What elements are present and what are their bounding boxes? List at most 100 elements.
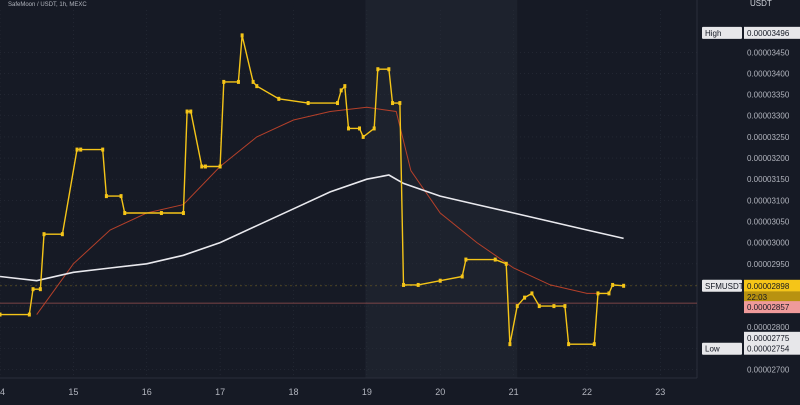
symbol-tag: SFMUSDT bbox=[705, 282, 744, 291]
level-2775-value-bg bbox=[744, 331, 800, 344]
price-point bbox=[123, 211, 127, 216]
price-point bbox=[508, 342, 512, 347]
price-point bbox=[0, 312, 2, 317]
quote-currency: USDT bbox=[750, 0, 772, 8]
moving-average-layer bbox=[0, 106, 624, 315]
y-tick-label: 0.00003200 bbox=[747, 154, 790, 163]
price-point bbox=[203, 164, 207, 169]
y-tick-label: 0.00003350 bbox=[747, 91, 790, 100]
x-tick-label: 23 bbox=[655, 387, 665, 397]
price-point bbox=[596, 291, 600, 296]
price-point bbox=[101, 147, 105, 152]
price-point bbox=[42, 232, 46, 237]
price-point bbox=[339, 88, 343, 93]
price-point bbox=[361, 134, 365, 139]
price-point bbox=[387, 67, 391, 72]
price-point bbox=[31, 287, 35, 292]
reference-price-value: 0.00002857 bbox=[747, 303, 790, 312]
x-tick-label: 19 bbox=[362, 387, 372, 397]
price-point bbox=[464, 257, 468, 262]
price-point bbox=[402, 282, 406, 287]
last-price-value-bg bbox=[744, 279, 800, 292]
high-label-bg bbox=[702, 26, 742, 39]
price-point bbox=[104, 194, 108, 199]
x-tick-label: 20 bbox=[435, 387, 445, 397]
price-point bbox=[416, 282, 420, 287]
y-tick-label: 0.00003050 bbox=[747, 217, 790, 226]
price-point bbox=[515, 304, 519, 309]
price-point bbox=[391, 101, 395, 106]
price-point bbox=[119, 194, 123, 199]
symbol-header: SafeMoon / USDT, 1h, MEXC bbox=[8, 2, 87, 8]
price-point bbox=[398, 101, 402, 106]
session-highlight bbox=[365, 0, 518, 378]
price-point bbox=[159, 211, 163, 216]
price-point bbox=[185, 109, 189, 114]
x-tick-label: 17 bbox=[215, 387, 225, 397]
price-point bbox=[27, 312, 31, 317]
low-label: Low bbox=[705, 345, 720, 354]
price-point bbox=[343, 84, 347, 89]
y-tick-label: 0.00003450 bbox=[747, 48, 790, 57]
price-point bbox=[438, 278, 442, 283]
moving-average-slow-line bbox=[0, 174, 624, 282]
y-tick-label: 0.00003300 bbox=[747, 112, 790, 121]
x-tick-label: 18 bbox=[288, 387, 298, 397]
grid-layer bbox=[0, 10, 697, 378]
price-point bbox=[460, 274, 464, 279]
price-point bbox=[592, 342, 596, 347]
price-point bbox=[611, 282, 615, 287]
price-point bbox=[236, 79, 240, 84]
price-point bbox=[189, 109, 193, 114]
price-point bbox=[222, 79, 226, 84]
y-tick-label: 0.00003100 bbox=[747, 196, 790, 205]
price-point bbox=[493, 257, 497, 262]
high-label: High bbox=[705, 29, 721, 38]
price-series-layer bbox=[0, 33, 626, 347]
price-point bbox=[622, 283, 626, 288]
price-point bbox=[552, 304, 556, 309]
reference-price-value-bg bbox=[744, 301, 800, 314]
price-point bbox=[251, 79, 255, 84]
x-axis: 14 15 16 17 18 19 20 21 22 23 bbox=[0, 387, 665, 397]
price-point bbox=[372, 126, 376, 131]
symbol-tag-bg bbox=[702, 279, 742, 292]
level-2775-value: 0.00002775 bbox=[747, 334, 790, 343]
x-tick-label: 15 bbox=[68, 387, 78, 397]
y-tick-label: 0.00003150 bbox=[747, 175, 790, 184]
price-point bbox=[504, 261, 508, 266]
price-point bbox=[240, 33, 244, 38]
price-point bbox=[607, 291, 611, 296]
price-point bbox=[60, 232, 64, 237]
price-point bbox=[277, 96, 281, 101]
price-point bbox=[358, 126, 362, 131]
session-highlight-layer bbox=[365, 0, 518, 378]
low-value-bg bbox=[744, 342, 800, 355]
y-tick-label: 0.00002950 bbox=[747, 260, 790, 269]
countdown-bg bbox=[744, 291, 800, 303]
price-point bbox=[181, 211, 185, 216]
high-value: 0.00003496 bbox=[747, 29, 790, 38]
y-tick-label: 0.00003250 bbox=[747, 133, 790, 142]
y-tick-label: 0.00003000 bbox=[747, 239, 790, 248]
x-tick-label: 16 bbox=[142, 387, 152, 397]
price-point bbox=[376, 67, 380, 72]
price-point bbox=[306, 101, 310, 106]
price-point bbox=[335, 101, 339, 106]
price-point bbox=[38, 287, 42, 292]
countdown: 22:03 bbox=[747, 293, 768, 302]
price-point bbox=[563, 304, 567, 309]
price-point bbox=[79, 147, 83, 152]
y-tick-label: 0.00003400 bbox=[747, 69, 790, 78]
price-point bbox=[537, 304, 541, 309]
price-point bbox=[255, 84, 259, 89]
y-tick-label: 0.00002800 bbox=[747, 323, 790, 332]
low-label-bg bbox=[702, 342, 742, 355]
x-tick-label: 21 bbox=[509, 387, 519, 397]
x-tick-label: 22 bbox=[582, 387, 592, 397]
price-point bbox=[523, 295, 527, 300]
high-value-bg bbox=[744, 26, 800, 39]
moving-average-fast-line bbox=[36, 106, 609, 315]
